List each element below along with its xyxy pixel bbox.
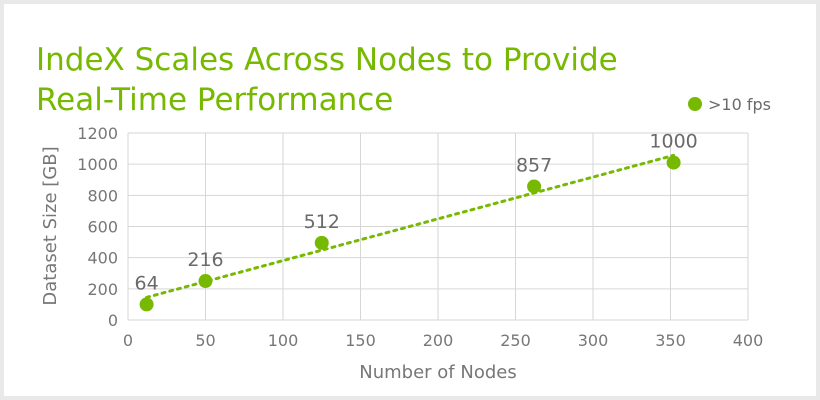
x-tick-label: 150 (345, 331, 376, 350)
y-tick-label: 0 (108, 311, 118, 330)
y-tick-label: 200 (87, 280, 118, 299)
data-point (666, 155, 681, 170)
y-tick-label: 1200 (77, 124, 118, 143)
x-tick-label: 200 (423, 331, 454, 350)
legend: >10 fps (688, 95, 771, 114)
x-tick-label: 0 (123, 331, 133, 350)
x-tick-label: 400 (733, 331, 764, 350)
tick-labels: 0 200 400 600 800 1000 1200 0 50 100 150 200 250 300 3… (77, 124, 763, 350)
data-point (527, 179, 542, 194)
y-tick-label: 1000 (77, 155, 118, 174)
data-label: 512 (304, 211, 340, 233)
data-label: 857 (516, 154, 552, 176)
y-axis-label: Dataset Size [GB] (40, 146, 61, 305)
legend-label: >10 fps (708, 95, 771, 114)
data-points (139, 155, 681, 312)
y-tick-label: 800 (87, 186, 118, 205)
grid-lines (127, 132, 749, 321)
x-tick-label: 50 (195, 331, 215, 350)
x-tick-label: 350 (655, 331, 686, 350)
data-label: 1000 (649, 131, 697, 153)
x-tick-label: 250 (500, 331, 531, 350)
y-tick-label: 600 (87, 218, 118, 237)
x-axis-label: Number of Nodes (359, 362, 516, 383)
data-label: 64 (135, 272, 159, 294)
data-point (198, 274, 213, 289)
data-point (314, 235, 329, 250)
y-tick-label: 400 (87, 249, 118, 268)
data-labels: 64 216 512 857 1000 (135, 131, 698, 295)
chart-title: IndeX Scales Across Nodes to Provide Rea… (36, 42, 618, 118)
trend-line (145, 153, 676, 299)
legend-marker (688, 97, 702, 111)
x-tick-label: 300 (578, 331, 609, 350)
x-tick-label: 100 (268, 331, 299, 350)
chart-card (4, 4, 816, 396)
data-point (139, 297, 154, 312)
data-label: 216 (187, 249, 223, 271)
